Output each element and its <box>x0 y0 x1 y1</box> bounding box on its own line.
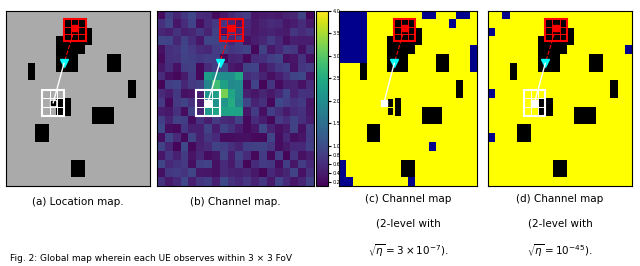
Text: (b) Channel map.: (b) Channel map. <box>190 197 281 207</box>
Bar <box>42 90 64 116</box>
Text: (d) Channel map: (d) Channel map <box>516 194 604 204</box>
Text: $\sqrt{\eta} = 10^{-45}$).: $\sqrt{\eta} = 10^{-45}$). <box>527 242 593 259</box>
Text: $\sqrt{\eta} = 3\times10^{-7}$).: $\sqrt{\eta} = 3\times10^{-7}$). <box>368 242 449 259</box>
Text: Fig. 2: Global map wherein each UE observes within 3 × 3 FoV: Fig. 2: Global map wherein each UE obser… <box>10 254 292 263</box>
Bar <box>220 19 243 41</box>
Text: (2-level with: (2-level with <box>527 218 593 228</box>
Bar <box>64 19 86 41</box>
Text: (2-level with: (2-level with <box>376 218 441 228</box>
Bar <box>524 90 545 116</box>
Bar <box>394 19 415 41</box>
Text: (a) Location map.: (a) Location map. <box>32 197 124 207</box>
Bar <box>374 90 394 116</box>
Text: (c) Channel map: (c) Channel map <box>365 194 451 204</box>
Bar <box>196 90 220 116</box>
Bar <box>545 19 567 41</box>
